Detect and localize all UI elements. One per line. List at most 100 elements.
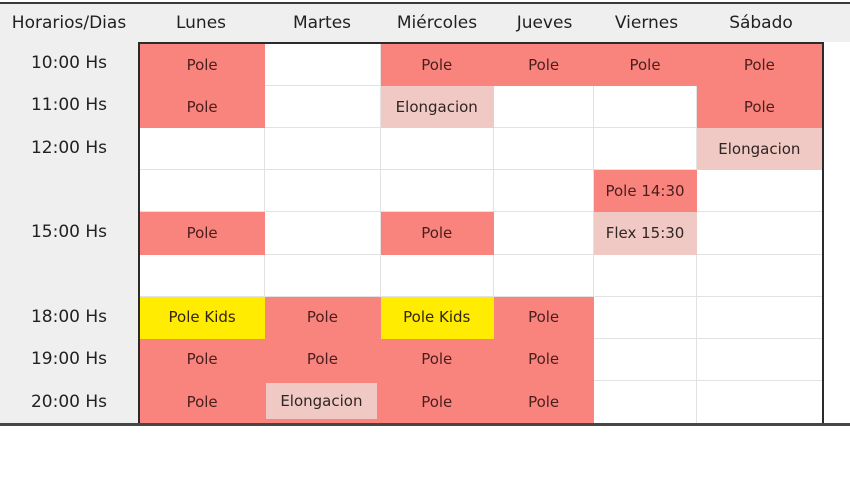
- cell-lunes-12-00: [140, 128, 266, 171]
- cell-sabado-11-00: Pole: [696, 86, 822, 129]
- class-label: Pole: [743, 97, 775, 116]
- day-header-sabado: Sábado: [729, 13, 793, 33]
- time-label-10-00: 10:00 Hs: [30, 53, 108, 74]
- cell-miercoles-11-00: Elongacion: [380, 86, 494, 129]
- class-label: Elongacion: [718, 139, 801, 158]
- corner-header-horarios-dias: Horarios/Dias: [11, 13, 127, 33]
- cell-jueves-row4: [493, 170, 595, 213]
- class-label: Pole: [528, 55, 560, 74]
- time-label-18-00: 18:00 Hs: [30, 307, 108, 328]
- class-label: Pole: [629, 55, 661, 74]
- cell-martes-10-00: [265, 44, 381, 87]
- class-label: Pole: [306, 350, 338, 369]
- class-label: Elongacion: [266, 382, 377, 419]
- day-header-jueves: Jueves: [516, 13, 573, 33]
- cell-lunes-row4: [140, 170, 266, 213]
- class-label: Pole: [186, 392, 218, 411]
- time-label-20-00: 20:00 Hs: [30, 391, 108, 412]
- time-label-15-00: 15:00 Hs: [30, 222, 108, 243]
- cell-viernes-12-00: [594, 128, 697, 171]
- class-label: Pole 14:30: [605, 181, 685, 200]
- class-label: Elongacion: [395, 97, 478, 116]
- class-label: Flex 15:30: [605, 223, 685, 242]
- cell-miercoles-12-00: [380, 128, 494, 171]
- cell-jueves-20-00: Pole: [493, 380, 595, 423]
- cell-viernes-row4: Pole 14:30: [594, 170, 697, 213]
- cell-viernes-10-00: Pole: [594, 44, 697, 87]
- cell-martes-19-00: Pole: [265, 338, 381, 381]
- cell-lunes-20-00: Pole: [140, 380, 266, 423]
- class-label: Pole: [743, 55, 775, 74]
- cell-lunes-19-00: Pole: [140, 338, 266, 381]
- class-label: Pole: [186, 97, 218, 116]
- time-label-11-00: 11:00 Hs: [30, 95, 108, 116]
- class-label: Pole: [186, 55, 218, 74]
- class-label: Pole Kids: [168, 308, 236, 327]
- cell-martes-15-00: [265, 212, 381, 255]
- cell-lunes-10-00: Pole: [140, 44, 266, 87]
- cell-jueves-18-00: Pole: [493, 296, 595, 339]
- cell-martes-row6: [265, 254, 381, 297]
- class-label: Pole: [421, 350, 453, 369]
- class-label: Pole: [528, 392, 560, 411]
- class-label: Pole: [186, 223, 218, 242]
- cell-jueves-15-00: [493, 212, 595, 255]
- cell-martes-18-00: Pole: [265, 296, 381, 339]
- class-label: Pole: [528, 308, 560, 327]
- day-header-row: Horarios/Dias Lunes Martes Miércoles Jue…: [0, 4, 850, 42]
- day-header-martes: Martes: [292, 13, 352, 33]
- cell-miercoles-15-00: Pole: [380, 212, 494, 255]
- cell-lunes-18-00: Pole Kids: [140, 296, 266, 339]
- time-label-12-00: 12:00 Hs: [30, 137, 108, 158]
- cell-miercoles-10-00: Pole: [380, 44, 494, 87]
- time-spacer-row6: [0, 254, 138, 296]
- class-label: Pole: [306, 308, 338, 327]
- class-label: Pole: [528, 350, 560, 369]
- cell-sabado-row6: [696, 255, 822, 297]
- cell-martes-row4: [265, 170, 381, 213]
- cell-sabado-12-00: Elongacion: [696, 128, 822, 171]
- time-label-19-00: 19:00 Hs: [30, 349, 108, 370]
- cell-martes-12-00: [265, 128, 381, 171]
- day-header-viernes: Viernes: [614, 13, 679, 33]
- cell-jueves-10-00: Pole: [493, 44, 595, 87]
- cell-miercoles-row6: [380, 254, 494, 297]
- class-label: Pole Kids: [403, 308, 471, 327]
- cell-sabado-20-00: [697, 381, 822, 423]
- cell-miercoles-19-00: Pole: [380, 338, 494, 381]
- cell-viernes-19-00: [594, 338, 697, 381]
- cell-sabado-row4: [696, 170, 822, 213]
- cell-viernes-20-00: [594, 380, 697, 423]
- class-label: Pole: [186, 350, 218, 369]
- class-label: Pole: [421, 55, 453, 74]
- cell-sabado-19-00: [696, 339, 822, 381]
- cell-sabado-18-00: [696, 297, 822, 339]
- time-spacer-row4: [0, 169, 138, 211]
- class-label: Pole: [421, 223, 453, 242]
- cell-lunes-15-00: Pole: [140, 212, 266, 255]
- cell-jueves-row6: [493, 254, 595, 297]
- cell-sabado-15-00: [696, 212, 822, 255]
- cell-viernes-11-00: [594, 86, 697, 129]
- cell-martes-11-00: [265, 86, 381, 129]
- cell-jueves-19-00: Pole: [493, 338, 595, 381]
- cell-lunes-row6: [140, 254, 266, 297]
- bottom-frame-line: [0, 423, 850, 426]
- day-header-miercoles: Miércoles: [396, 13, 478, 33]
- cell-miercoles-18-00: Pole Kids: [380, 296, 494, 339]
- time-column: 10:00 Hs 11:00 Hs 12:00 Hs 15:00 Hs 18:00 Hs…: [0, 42, 138, 423]
- cell-martes-20-00: Elongacion: [265, 380, 381, 423]
- class-label: Pole: [421, 392, 453, 411]
- cell-lunes-11-00: Pole: [140, 86, 266, 129]
- cell-jueves-12-00: [493, 128, 595, 171]
- cell-viernes-15-00: Flex 15:30: [594, 212, 697, 255]
- top-frame-line: [0, 2, 850, 4]
- cell-viernes-18-00: [594, 296, 697, 339]
- cell-viernes-row6: [594, 254, 697, 297]
- day-header-lunes: Lunes: [175, 13, 227, 33]
- schedule-grid: Pole Pole Pole Pole Pole Pole Elongacion Pole El…: [138, 42, 824, 423]
- cell-jueves-11-00: [493, 86, 595, 129]
- cell-sabado-10-00: Pole: [696, 44, 822, 87]
- cell-miercoles-row4: [380, 170, 494, 213]
